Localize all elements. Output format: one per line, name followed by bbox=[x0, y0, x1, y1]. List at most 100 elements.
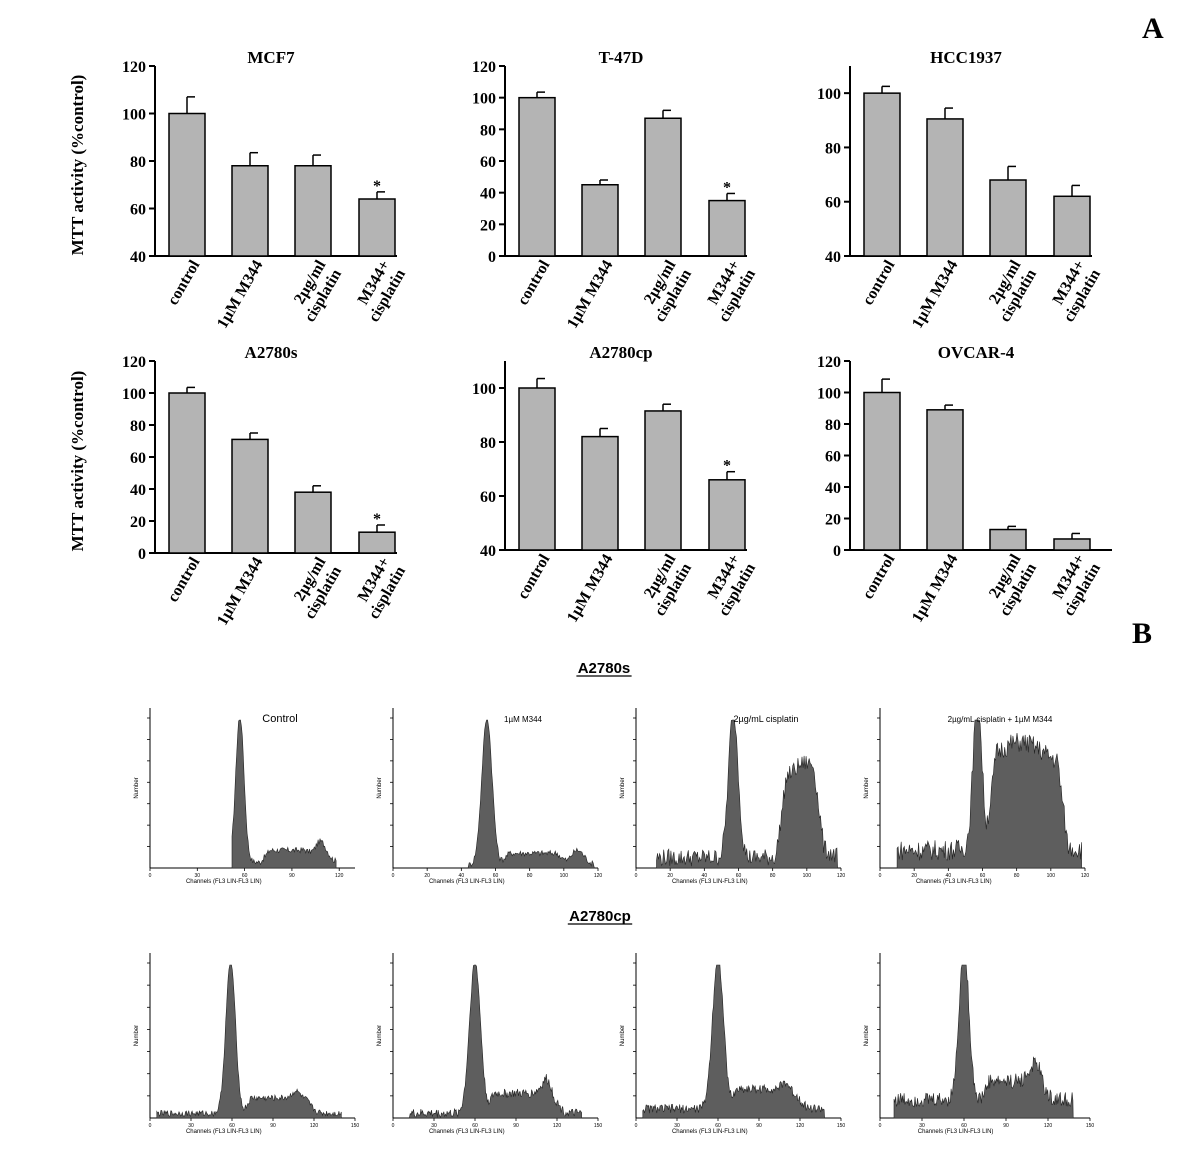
bar bbox=[644, 410, 682, 551]
y-tick-label: 0 bbox=[138, 546, 146, 563]
hist-x-tick-label: 80 bbox=[770, 873, 776, 879]
y-tick-label: 60 bbox=[480, 154, 496, 171]
treatment-label: 1µM M344 bbox=[504, 715, 543, 724]
category-label: control bbox=[514, 551, 553, 602]
category-label: 2µg/mlcisplatin bbox=[636, 257, 695, 325]
hist-x-tick-label: 150 bbox=[351, 1123, 360, 1129]
hist-x-tick-label: 120 bbox=[553, 1123, 562, 1129]
hist-x-tick-label: 0 bbox=[149, 873, 152, 879]
hist-y-axis-label: Number bbox=[377, 777, 383, 798]
hist-x-tick-label: 80 bbox=[527, 873, 533, 879]
category-label: M344+cisplatin bbox=[1045, 551, 1104, 619]
hist-x-tick-label: 60 bbox=[715, 1123, 721, 1129]
y-tick-label: 60 bbox=[130, 202, 146, 219]
hist-x-tick-label: 150 bbox=[837, 1123, 846, 1129]
hist-y-axis-label: Number bbox=[620, 777, 626, 798]
hist-x-tick-label: 40 bbox=[946, 873, 952, 879]
hist-area bbox=[467, 719, 596, 869]
hist-x-tick-label: 150 bbox=[1086, 1123, 1095, 1129]
hist-x-tick-label: 30 bbox=[431, 1123, 437, 1129]
significance-marker: * bbox=[723, 179, 731, 196]
y-tick-label: 100 bbox=[122, 107, 146, 124]
hist-y-axis-label: Number bbox=[864, 1025, 870, 1046]
hist-y-axis-label: Number bbox=[377, 1025, 383, 1046]
hist-x-tick-label: 60 bbox=[961, 1123, 967, 1129]
hist-x-tick-label: 60 bbox=[242, 873, 248, 879]
y-tick-label: 40 bbox=[130, 249, 146, 266]
bar bbox=[581, 184, 619, 257]
hist-area bbox=[642, 964, 825, 1119]
bar bbox=[926, 409, 964, 551]
significance-marker: * bbox=[373, 511, 381, 528]
bar bbox=[989, 528, 1027, 551]
y-tick-label: 40 bbox=[480, 543, 496, 560]
hist-x-tick-label: 20 bbox=[667, 873, 673, 879]
hist-y-axis-label: Number bbox=[620, 1025, 626, 1046]
y-tick-label: 40 bbox=[825, 480, 841, 497]
y-tick-label: 120 bbox=[817, 354, 841, 371]
bar-chart-6: OVCAR-4 0 20 40 60 80 100 120 control 1µM M344 2µg… bbox=[817, 343, 1112, 625]
category-label: M344+cisplatin bbox=[700, 257, 759, 325]
y-tick-label: 120 bbox=[122, 354, 146, 371]
y-tick-label: 80 bbox=[480, 435, 496, 452]
y-tick-label: 40 bbox=[825, 249, 841, 266]
bar bbox=[168, 112, 206, 257]
hist-x-tick-label: 30 bbox=[188, 1123, 194, 1129]
category-label: control bbox=[164, 257, 203, 308]
bar bbox=[518, 387, 556, 551]
group-title-a2780s: A2780s bbox=[578, 660, 631, 677]
histogram-7: 0 30 60 90 120 150 Channels (FL3 LIN-FL3 LIN) N… bbox=[620, 953, 845, 1135]
chart-title: OVCAR-4 bbox=[938, 343, 1015, 362]
y-tick-label: 60 bbox=[480, 489, 496, 506]
hist-x-tick-label: 30 bbox=[674, 1123, 680, 1129]
hist-y-axis-label: Number bbox=[134, 1025, 140, 1046]
chart-title: MCF7 bbox=[247, 48, 295, 67]
hist-x-tick-label: 0 bbox=[635, 873, 638, 879]
hist-x-axis-label: Channels (FL3 LIN-FL3 LIN) bbox=[916, 879, 992, 885]
y-tick-label: 40 bbox=[480, 186, 496, 203]
hist-x-tick-label: 0 bbox=[635, 1123, 638, 1129]
y-tick-label: 60 bbox=[825, 449, 841, 466]
histogram-6: 0 30 60 90 120 150 Channels (FL3 LIN-FL3 LIN) N… bbox=[377, 953, 602, 1135]
y-tick-label: 100 bbox=[817, 86, 841, 103]
hist-x-tick-label: 60 bbox=[736, 873, 742, 879]
treatment-label: 2µg/mL cisplatin + 1µM M344 bbox=[948, 715, 1053, 724]
bar-chart-1: MCF7 40 60 80 100 120 MTT activity (%control) c… bbox=[68, 48, 409, 331]
histogram-1: 0 30 60 90 120 Channels (FL3 LIN-FL3 LIN) Numb… bbox=[134, 708, 355, 885]
bar-chart-3: HCC1937 40 60 80 100 control 1µM M344 2µg/mlcis… bbox=[817, 48, 1104, 331]
hist-area bbox=[656, 719, 838, 869]
hist-x-tick-label: 30 bbox=[195, 873, 201, 879]
treatment-label: 2µg/mL cisplatin bbox=[734, 714, 799, 724]
category-label: M344+cisplatin bbox=[350, 257, 409, 325]
hist-x-tick-label: 60 bbox=[229, 1123, 235, 1129]
bar bbox=[989, 179, 1027, 257]
category-label: 1µM M344 bbox=[564, 258, 616, 332]
hist-x-tick-label: 40 bbox=[459, 873, 465, 879]
hist-x-tick-label: 60 bbox=[980, 873, 986, 879]
y-tick-label: 0 bbox=[833, 543, 841, 560]
hist-x-axis-label: Channels (FL3 LIN-FL3 LIN) bbox=[672, 879, 748, 885]
hist-x-tick-label: 80 bbox=[1014, 873, 1020, 879]
category-label: 2µg/mlcisplatin bbox=[286, 257, 345, 325]
bar bbox=[294, 491, 332, 554]
hist-area bbox=[156, 964, 342, 1119]
y-tick-label: 80 bbox=[130, 418, 146, 435]
y-tick-label: 0 bbox=[488, 249, 496, 266]
hist-x-tick-label: 0 bbox=[879, 873, 882, 879]
bar bbox=[1053, 195, 1091, 257]
category-label: 2µg/mlcisplatin bbox=[286, 554, 345, 622]
hist-x-axis-label: Channels (FL3 LIN-FL3 LIN) bbox=[429, 879, 505, 885]
category-label: 2µg/mlcisplatin bbox=[981, 551, 1040, 619]
y-tick-label: 80 bbox=[825, 140, 841, 157]
bar-chart-4: A2780s 0 20 40 60 80 100 120 MTT activity (%cont… bbox=[68, 343, 409, 628]
bar bbox=[231, 165, 269, 257]
y-tick-label: 60 bbox=[825, 195, 841, 212]
bar bbox=[168, 392, 206, 554]
hist-y-axis-label: Number bbox=[134, 777, 140, 798]
y-tick-label: 100 bbox=[472, 91, 496, 108]
group-title-a2780cp: A2780cp bbox=[569, 908, 631, 925]
category-label: 1µM M344 bbox=[214, 555, 266, 629]
category-label: control bbox=[859, 257, 898, 308]
y-axis-label: MTT activity (%control) bbox=[68, 75, 87, 256]
